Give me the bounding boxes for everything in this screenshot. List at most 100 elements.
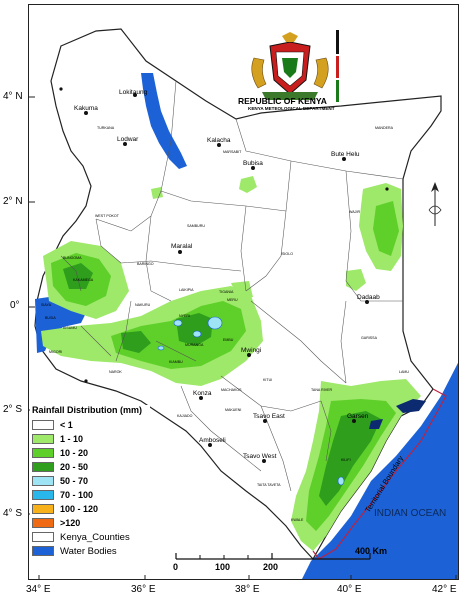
legend-item: 70 - 100 [30,488,150,502]
county-label: GARISSA [361,336,378,340]
city-label: Tsavo East [253,413,285,420]
county-label: MANDERA [375,126,394,130]
city-labels: Lokitaung Kakuma Lodwar Kalacha Bubisa B… [74,89,380,460]
legend-label: 100 - 120 [60,504,99,514]
legend-swatch [32,448,54,458]
legend-label: < 1 [60,420,73,430]
legend-item: >120 [30,516,150,530]
county-label: NYERI [179,314,190,318]
county-label: MACHAKOS [221,388,242,392]
county-label: MIGORI [49,350,62,354]
legend: Rainfall Distribution (mm) < 1 1 - 10 10 -… [30,405,150,558]
legend-label: Water Bodies [60,545,117,557]
county-label: KITUI [263,378,272,382]
lat-label: 2° N [3,196,23,207]
county-label: WAJIR [349,210,360,214]
legend-label: 1 - 10 [60,434,84,444]
county-label: MARSABIT [223,150,242,154]
county-label: KAKAMEGA [73,278,94,282]
county-label: SIAYA [41,303,52,307]
lat-label: 4° S [3,508,23,519]
legend-item: Kenya_Counties [30,530,150,544]
scale-label: 100 [215,562,231,572]
county-label: MURANGA [185,343,204,347]
city-label: Konza [193,390,212,397]
county-label: LAMU [399,370,409,374]
lon-label: 34° E [26,584,51,595]
lat-label: 2° S [3,404,23,415]
legend-label: 50 - 70 [60,476,89,486]
territorial-boundary [312,388,447,560]
kenya-rainfall-map: Lokitaung Kakuma Lodwar Kalacha Bubisa B… [29,28,458,579]
header-subtitle: KENYA METEOLOGICAL DEPARTMENT [248,106,335,111]
rainfall-water-spots [157,316,345,486]
lat-label: 0° [10,300,20,311]
county-label: KILIFI [341,458,351,462]
county-label: EMBU [223,338,234,342]
legend-item: 1 - 10 [30,432,150,446]
legend-swatch [32,546,54,556]
city-label: Mwingi [241,347,261,354]
city-dots [59,87,389,463]
county-label: ISIOLO [281,252,293,256]
county-label: KWALE [291,518,304,522]
county-label: KIAMBU [169,360,183,364]
county-label: BARINGO [137,262,154,266]
county-label: TIGANIA [219,290,234,294]
legend-item: < 1 [30,418,150,432]
header-title: REPUBLIC OF KENYA [238,96,327,106]
city-label: Tsavo West [243,453,277,460]
city-label: Amboseli [199,437,226,444]
county-label: LAIKIPIA [179,288,194,292]
rainfall-dark [63,263,381,506]
county-label: KAJIADO [177,414,193,418]
legend-swatch [32,490,54,500]
legend-swatch [32,434,54,444]
legend-item: 10 - 20 [30,446,150,460]
legend-item: 100 - 120 [30,502,150,516]
legend-swatch [32,504,54,514]
county-label: BUSIA [45,316,56,320]
city-label: Bubisa [243,160,263,167]
legend-title: Rainfall Distribution (mm) [32,405,142,415]
legend-swatch [32,532,54,542]
legend-item: Water Bodies [30,544,150,558]
city-label: Lodwar [117,136,139,143]
coastal-islands [369,399,426,429]
county-label: SAMBURU [187,224,205,228]
north-arrow-icon [428,182,442,226]
city-label: Garsen [347,413,369,420]
legend-swatch [32,420,54,430]
county-label: MERU [227,298,238,302]
legend-item: 50 - 70 [30,474,150,488]
city-label: Kalacha [207,137,231,144]
county-label: MAKUENI [225,408,241,412]
county-label: NAKURU [135,303,151,307]
lat-label: 4° N [3,91,23,102]
legend-items: < 1 1 - 10 10 - 20 20 - 50 50 - 70 70 - 100 10… [30,418,150,558]
scale-bar-graphic [175,553,371,560]
legend-swatch [32,462,54,472]
scale-label: 200 [263,562,279,572]
county-label: WEST POKOT [95,214,120,218]
scale-bar: 0 100 200 400 Km [170,546,395,572]
legend-label: 20 - 50 [60,462,89,472]
legend-label: 10 - 20 [60,448,89,458]
legend-swatch [32,476,54,486]
county-label: NAROK [109,370,122,374]
legend-item: 20 - 50 [30,460,150,474]
lon-label: 42° E [432,584,457,595]
scale-label: 0 [173,562,179,572]
county-label: TANA RIVER [311,388,333,392]
city-label: Kakuma [74,105,98,112]
lon-label: 40° E [337,584,362,595]
county-label: TAITA TAVETA [257,483,281,487]
coat-of-arms-icon [251,30,339,102]
indian-ocean [302,362,458,579]
legend-label: Kenya_Counties [60,531,130,543]
map-frame: Lokitaung Kakuma Lodwar Kalacha Bubisa B… [28,4,459,580]
county-labels: TURKANA MARSABIT MANDERA WAJIR WEST POKO… [41,126,409,522]
county-label: KISUMU [63,326,77,330]
legend-label: >120 [60,518,81,528]
county-boundaries [60,80,404,492]
